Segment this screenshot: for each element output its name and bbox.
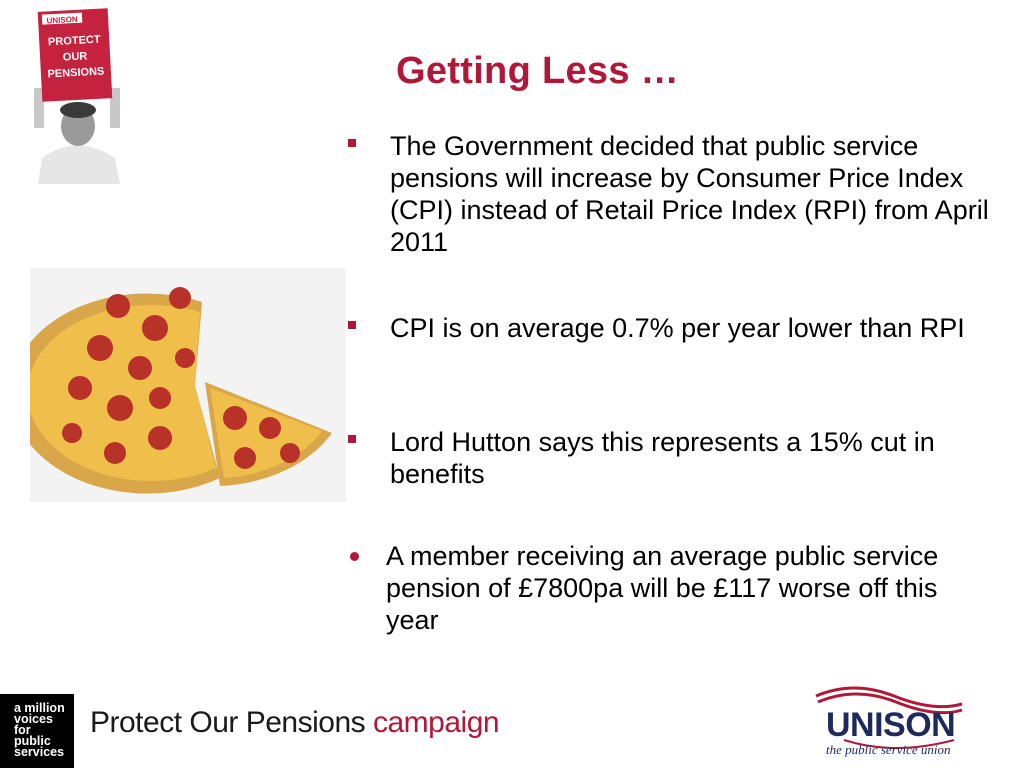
campaign-name: Protect Our Pensions xyxy=(90,706,366,739)
arm-left xyxy=(34,88,44,128)
campaign-banner: Protect Our Pensions campaign xyxy=(90,706,500,740)
badge-text: a million voices for public services xyxy=(14,701,65,759)
square-bullet-icon xyxy=(348,435,356,443)
badge-line: services xyxy=(14,745,65,759)
badge-line: for xyxy=(14,723,31,737)
protest-poster-image: UNISON PROTECT OUR PENSIONS xyxy=(34,8,120,184)
pepperoni-group xyxy=(62,287,300,469)
badge-line: public xyxy=(14,734,51,748)
poster-line-4: PENSIONS xyxy=(47,65,104,80)
badge-line: a million xyxy=(14,701,65,715)
person-hair xyxy=(60,102,96,118)
unison-tagline: the public service union xyxy=(826,742,951,757)
million-voices-badge: a million voices for public services xyxy=(0,694,74,768)
bullet-text: CPI is on average 0.7% per year lower th… xyxy=(390,313,965,343)
bullet-text: The Government decided that public servi… xyxy=(390,131,989,257)
unison-logo-swoosh-icon xyxy=(815,686,963,749)
poster-sign xyxy=(37,8,113,102)
arm-right xyxy=(110,88,120,128)
campaign-word: campaign xyxy=(372,706,500,739)
poster-sign-header xyxy=(41,12,83,25)
person-body xyxy=(38,145,120,184)
bullet-text: Lord Hutton says this represents a 15% c… xyxy=(390,427,935,489)
poster-line-1: UNISON xyxy=(46,15,78,26)
badge-line: voices xyxy=(14,712,53,726)
pizza-image xyxy=(30,268,346,502)
poster-line-2: PROTECT xyxy=(48,34,101,49)
poster-line-3: OUR xyxy=(63,50,88,63)
round-bullet-icon xyxy=(350,552,359,561)
unison-logo-text: UNISON xyxy=(826,706,956,744)
bullet-text: A member receiving an average public ser… xyxy=(386,541,939,635)
slide-title: Getting Less … xyxy=(396,50,679,92)
square-bullet-icon xyxy=(348,139,356,147)
square-bullet-icon xyxy=(348,321,356,329)
